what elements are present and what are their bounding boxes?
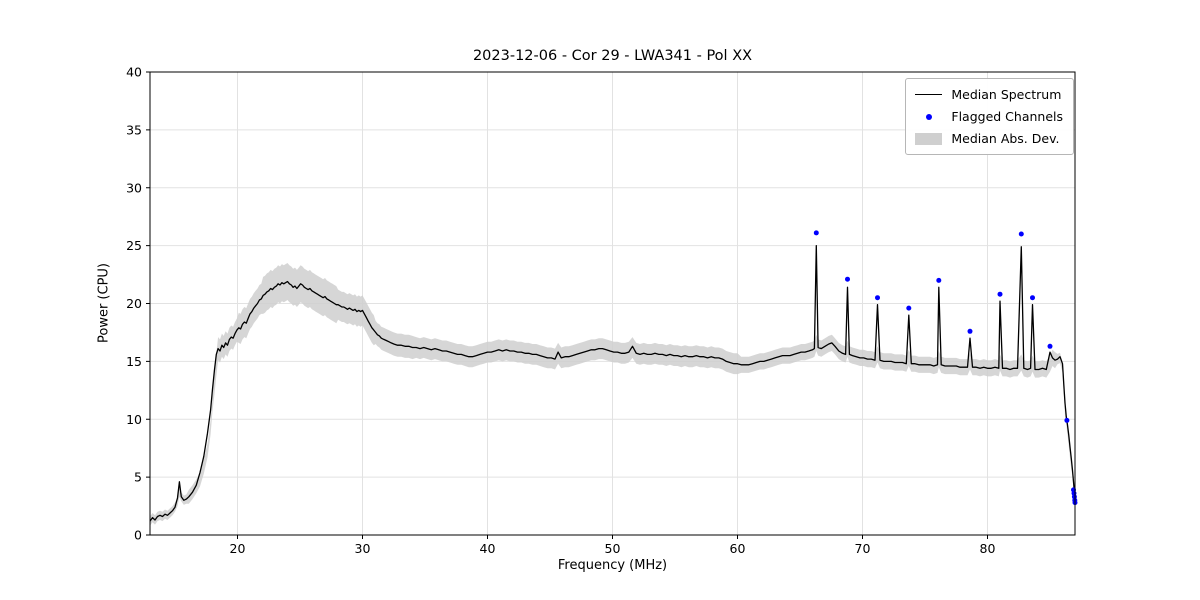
legend-label: Median Spectrum: [951, 87, 1062, 102]
legend: Median Spectrum Flagged Channels Median …: [905, 78, 1074, 155]
svg-text:50: 50: [605, 541, 621, 556]
svg-text:70: 70: [855, 541, 871, 556]
svg-text:60: 60: [730, 541, 746, 556]
svg-text:5: 5: [134, 470, 142, 485]
svg-text:30: 30: [126, 180, 142, 195]
svg-text:40: 40: [126, 65, 142, 80]
svg-text:80: 80: [980, 541, 996, 556]
svg-text:10: 10: [126, 412, 142, 427]
svg-text:30: 30: [355, 541, 371, 556]
svg-text:20: 20: [126, 296, 142, 311]
x-axis-label: Frequency (MHz): [557, 558, 668, 573]
marker-swatch-icon: [915, 113, 942, 120]
legend-item-flagged-channels: Flagged Channels: [915, 108, 1063, 125]
legend-item-median-spectrum: Median Spectrum: [915, 86, 1063, 103]
svg-text:35: 35: [126, 122, 142, 137]
svg-text:15: 15: [126, 354, 142, 369]
legend-label: Median Abs. Dev.: [951, 131, 1060, 146]
line-swatch-icon: [915, 94, 943, 95]
svg-text:25: 25: [126, 238, 142, 253]
chart-title: 2023-12-06 - Cor 29 - LWA341 - Pol XX: [472, 48, 753, 64]
legend-label: Flagged Channels: [951, 109, 1063, 124]
svg-text:20: 20: [230, 541, 246, 556]
svg-text:0: 0: [134, 528, 142, 543]
legend-item-median-abs-dev: Median Abs. Dev.: [915, 130, 1063, 147]
y-axis-label: Power (CPU): [96, 262, 112, 344]
svg-text:40: 40: [480, 541, 496, 556]
band-swatch-icon: [915, 132, 943, 145]
